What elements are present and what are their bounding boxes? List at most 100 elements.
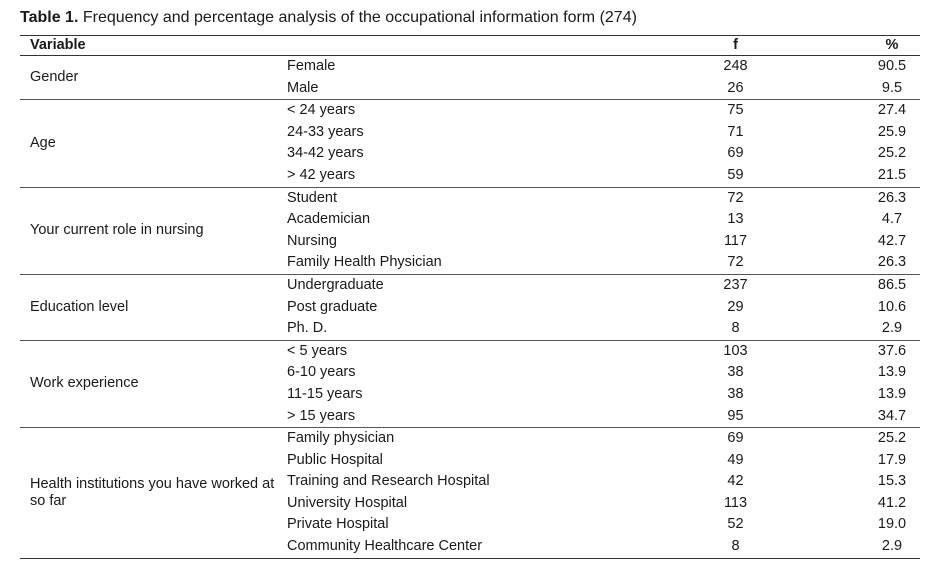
- category-cell: Nursing: [287, 232, 337, 249]
- table-row: > 42 years 59 21.5: [20, 165, 920, 187]
- table-row: Age < 24 years 75 27.4: [20, 100, 920, 151]
- table-caption: Table 1. Frequency and percentage analys…: [20, 9, 637, 27]
- table-row: Post graduate 29 10.6: [20, 297, 920, 319]
- table-row: 24-33 years 71 25.9: [20, 122, 920, 144]
- variable-cell: Gender: [30, 69, 79, 86]
- frequency-cell: 8: [731, 320, 740, 337]
- variable-cell: Work experience: [30, 375, 139, 392]
- percent-cell: 13.9: [877, 364, 907, 381]
- category-cell: < 5 years: [287, 342, 348, 359]
- percent-cell: 4.7: [881, 211, 903, 228]
- category-cell: 6-10 years: [287, 364, 356, 381]
- table-title: Frequency and percentage analysis of the…: [78, 9, 637, 26]
- category-cell: Training and Research Hospital: [287, 473, 490, 490]
- frequency-cell: 38: [727, 364, 744, 381]
- table-row: Education level Undergraduate 237 86.5: [20, 274, 920, 315]
- category-cell: Private Hospital: [287, 516, 389, 533]
- variable-cell: Health institutions you have worked at s…: [30, 475, 275, 509]
- percent-cell: 26.3: [877, 189, 907, 206]
- category-cell: Family physician: [287, 430, 395, 447]
- variable-group: Work experience < 5 years 103 37.6 6-10 year…: [20, 340, 920, 428]
- variable-group: Health institutions you have worked at s…: [20, 428, 920, 559]
- table-row: 6-10 years 38 13.9: [20, 362, 920, 384]
- category-cell: 24-33 years: [287, 123, 364, 140]
- frequency-cell: 248: [723, 58, 748, 74]
- table-row: Male 26 9.5: [20, 78, 920, 100]
- frequency-cell: 72: [727, 189, 744, 206]
- frequency-cell: 13: [727, 211, 744, 228]
- category-cell: > 15 years: [287, 407, 356, 424]
- variable-group: Age < 24 years 75 27.4 24-33 years 71 25.9 34-4…: [20, 100, 920, 188]
- frequency-cell: 8: [731, 538, 740, 555]
- frequency-cell: 42: [727, 473, 744, 490]
- frequency-table: Variable f % Gender Female 248 90.5 Male 26 9.…: [20, 35, 920, 559]
- frequency-cell: 237: [723, 276, 748, 293]
- header-f: f: [733, 37, 738, 53]
- table-row: University Hospital 113 41.2: [20, 493, 920, 515]
- variable-cell: Your current role in nursing: [30, 222, 204, 239]
- frequency-cell: 49: [727, 451, 744, 468]
- frequency-cell: 29: [727, 298, 744, 315]
- frequency-cell: 71: [727, 123, 744, 140]
- percent-cell: 37.6: [877, 342, 907, 359]
- category-cell: Post graduate: [287, 298, 378, 315]
- category-cell: Undergraduate: [287, 276, 384, 293]
- table-row: Gender Female 248 90.5: [20, 56, 920, 85]
- category-cell: 34-42 years: [287, 145, 364, 162]
- category-cell: > 42 years: [287, 166, 356, 183]
- variable-group: Education level Undergraduate 237 86.5 Post …: [20, 274, 920, 341]
- variable-cell: Age: [30, 134, 56, 151]
- header-variable: Variable: [30, 37, 86, 53]
- percent-cell: 2.9: [881, 320, 903, 337]
- table-row: Health institutions you have worked at s…: [20, 428, 920, 509]
- table-row: Family Health Physician 72 26.3: [20, 252, 920, 274]
- frequency-cell: 52: [727, 516, 744, 533]
- percent-cell: 17.9: [877, 451, 907, 468]
- percent-cell: 19.0: [877, 516, 907, 533]
- table-row: Community Healthcare Center 8 2.9: [20, 536, 920, 558]
- variable-group: Your current role in nursing Student 72 26.…: [20, 187, 920, 275]
- frequency-cell: 69: [727, 430, 744, 447]
- percent-cell: 13.9: [877, 385, 907, 402]
- table-row: Ph. D. 8 2.9: [20, 318, 920, 340]
- frequency-cell: 103: [723, 342, 748, 359]
- percent-cell: 15.3: [877, 473, 907, 490]
- variable-cell: Education level: [30, 298, 129, 315]
- table-row: 34-42 years 69 25.2: [20, 143, 920, 165]
- percent-cell: 25.9: [877, 123, 907, 140]
- frequency-cell: 59: [727, 166, 744, 183]
- percent-cell: 34.7: [877, 407, 907, 424]
- table-row: > 15 years 95 34.7: [20, 406, 920, 428]
- category-cell: Family Health Physician: [287, 254, 442, 271]
- category-cell: University Hospital: [287, 494, 408, 511]
- table-row: 11-15 years 38 13.9: [20, 384, 920, 406]
- percent-cell: 9.5: [881, 79, 903, 96]
- variable-group: Gender Female 248 90.5 Male 26 9.5: [20, 56, 920, 100]
- category-cell: Female: [287, 58, 336, 74]
- frequency-cell: 75: [727, 102, 744, 119]
- frequency-cell: 26: [727, 79, 744, 96]
- table-row: Your current role in nursing Student 72 26.…: [20, 187, 920, 239]
- percent-cell: 26.3: [877, 254, 907, 271]
- table-row: Work experience < 5 years 103 37.6: [20, 340, 920, 392]
- frequency-cell: 38: [727, 385, 744, 402]
- category-cell: 11-15 years: [287, 385, 363, 402]
- frequency-cell: 113: [723, 494, 748, 511]
- table-label: Table 1.: [20, 9, 79, 26]
- percent-cell: 86.5: [877, 276, 907, 293]
- category-cell: Community Healthcare Center: [287, 538, 483, 555]
- header-row: Variable f %: [20, 35, 920, 56]
- percent-cell: 25.2: [877, 430, 907, 447]
- header-percent: %: [885, 37, 899, 53]
- category-cell: Public Hospital: [287, 451, 383, 468]
- table-row: Training and Research Hospital 42 15.3: [20, 471, 920, 493]
- percent-cell: 21.5: [877, 166, 907, 183]
- percent-cell: 25.2: [877, 145, 907, 162]
- percent-cell: 2.9: [881, 538, 903, 555]
- percent-cell: 42.7: [877, 232, 907, 249]
- category-cell: Student: [287, 189, 337, 206]
- percent-cell: 10.6: [877, 298, 907, 315]
- table-row: Academician 13 4.7: [20, 209, 920, 231]
- frequency-cell: 69: [727, 145, 744, 162]
- frequency-cell: 95: [727, 407, 744, 424]
